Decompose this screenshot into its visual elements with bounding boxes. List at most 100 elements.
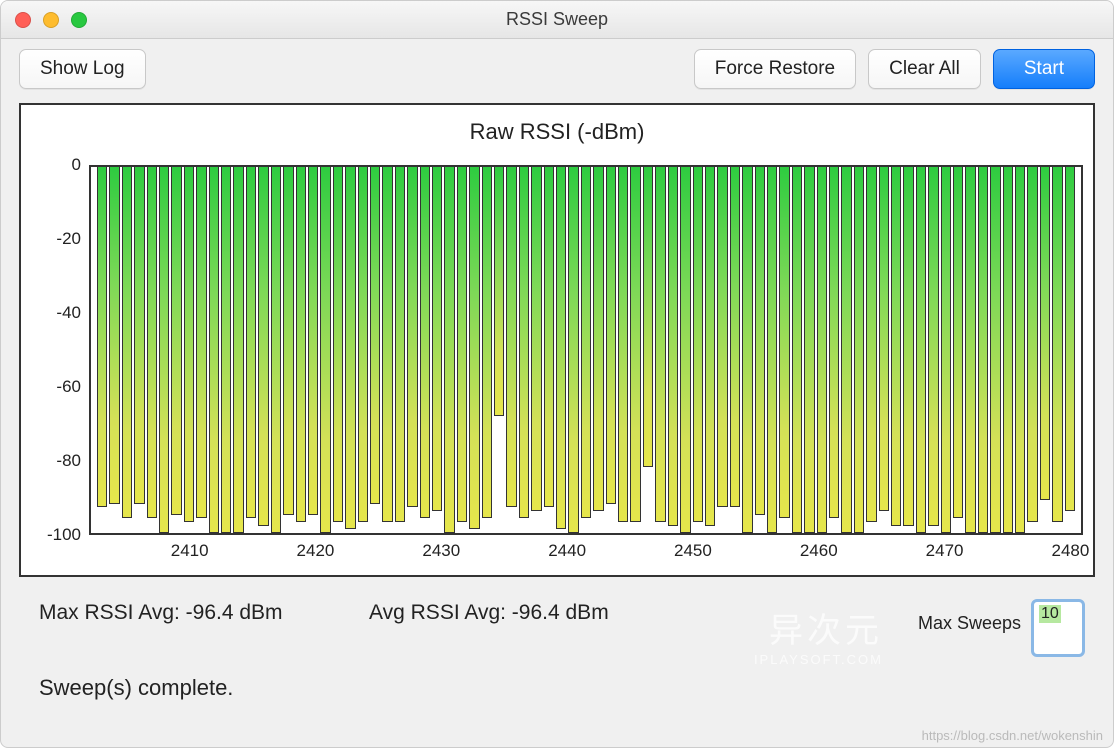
minimize-icon[interactable] [43, 12, 59, 28]
rssi-bar [159, 167, 169, 533]
rssi-bar [792, 167, 802, 533]
source-url: https://blog.csdn.net/wokenshin [922, 728, 1103, 743]
chart-panel: Raw RSSI (-dBm) 0-20-40-60-80-100 241024… [19, 103, 1095, 577]
clear-all-button[interactable]: Clear All [868, 49, 981, 89]
rssi-bar [1015, 167, 1025, 533]
rssi-bar [233, 167, 243, 533]
rssi-bar [891, 167, 901, 526]
rssi-bar [345, 167, 355, 529]
show-log-button[interactable]: Show Log [19, 49, 146, 89]
rssi-bar [209, 167, 219, 533]
y-tick-label: -40 [56, 303, 81, 323]
x-tick-label: 2430 [422, 541, 460, 561]
rssi-bar [358, 167, 368, 522]
rssi-bar [941, 167, 951, 533]
rssi-bar [928, 167, 938, 526]
max-sweeps-label: Max Sweeps [918, 613, 1021, 634]
rssi-bar [606, 167, 616, 504]
y-tick-label: -60 [56, 377, 81, 397]
rssi-bar [630, 167, 640, 522]
rssi-bar [854, 167, 864, 533]
rssi-bar [978, 167, 988, 533]
close-icon[interactable] [15, 12, 31, 28]
rssi-bar [965, 167, 975, 533]
rssi-bar [382, 167, 392, 522]
rssi-bar [841, 167, 851, 533]
traffic-lights [15, 12, 87, 28]
avg-rssi-stat: Avg RSSI Avg: -96.4 dBm [369, 599, 699, 627]
rssi-bar [916, 167, 926, 533]
rssi-bar [519, 167, 529, 518]
rssi-bar [655, 167, 665, 522]
x-axis: 24102420243024402450246024702480 [89, 535, 1083, 571]
rssi-bar [879, 167, 889, 511]
rssi-bar [742, 167, 752, 533]
rssi-bar [147, 167, 157, 518]
rssi-bar [444, 167, 454, 533]
rssi-bar [457, 167, 467, 522]
rssi-bar [693, 167, 703, 522]
y-axis: 0-20-40-60-80-100 [31, 165, 89, 535]
rssi-bar [97, 167, 107, 507]
rssi-bar [1003, 167, 1013, 533]
rssi-bar [122, 167, 132, 518]
rssi-bar [643, 167, 653, 467]
y-tick-label: -20 [56, 229, 81, 249]
app-window: RSSI Sweep Show Log Force Restore Clear … [0, 0, 1114, 748]
rssi-bar [432, 167, 442, 511]
rssi-bar [171, 167, 181, 515]
stats-row: Max RSSI Avg: -96.4 dBm Avg RSSI Avg: -9… [1, 577, 1113, 667]
rssi-bar [717, 167, 727, 507]
rssi-bar [109, 167, 119, 504]
rssi-bar [1040, 167, 1050, 500]
rssi-bar [506, 167, 516, 507]
toolbar: Show Log Force Restore Clear All Start [1, 39, 1113, 103]
rssi-bar [184, 167, 194, 522]
rssi-bar [531, 167, 541, 511]
max-rssi-stat: Max RSSI Avg: -96.4 dBm [39, 599, 369, 627]
rssi-bar [593, 167, 603, 511]
rssi-bar [482, 167, 492, 518]
plot-wrap: 0-20-40-60-80-100 [31, 165, 1083, 535]
y-tick-label: -80 [56, 451, 81, 471]
y-tick-label: -100 [47, 525, 81, 545]
chart-title: Raw RSSI (-dBm) [31, 119, 1083, 145]
rssi-bar [755, 167, 765, 515]
rssi-bar [308, 167, 318, 515]
rssi-bar [1065, 167, 1075, 511]
rssi-bar [407, 167, 417, 507]
rssi-bar [903, 167, 913, 526]
rssi-bar [258, 167, 268, 526]
x-tick-label: 2460 [800, 541, 838, 561]
rssi-bar [134, 167, 144, 504]
rssi-bar [1027, 167, 1037, 522]
rssi-bar [246, 167, 256, 518]
rssi-bar [544, 167, 554, 507]
rssi-bar [370, 167, 380, 504]
window-title: RSSI Sweep [1, 9, 1113, 30]
rssi-bar [730, 167, 740, 507]
rssi-bar [420, 167, 430, 518]
rssi-bar [680, 167, 690, 533]
x-tick-label: 2470 [926, 541, 964, 561]
rssi-bar [618, 167, 628, 522]
plot-area [89, 165, 1083, 535]
y-tick-label: 0 [72, 155, 81, 175]
rssi-bar [705, 167, 715, 526]
rssi-bar [494, 167, 504, 416]
rssi-bar [196, 167, 206, 518]
rssi-bar [817, 167, 827, 533]
rssi-bar [1052, 167, 1062, 522]
rssi-bar [320, 167, 330, 533]
rssi-bar [568, 167, 578, 533]
force-restore-button[interactable]: Force Restore [694, 49, 856, 89]
x-tick-label: 2480 [1051, 541, 1089, 561]
maximize-icon[interactable] [71, 12, 87, 28]
start-button[interactable]: Start [993, 49, 1095, 89]
x-tick-label: 2450 [674, 541, 712, 561]
max-sweeps-input[interactable]: 10 [1031, 599, 1085, 657]
status-text: Sweep(s) complete. [1, 667, 1113, 701]
rssi-bar [283, 167, 293, 515]
max-sweeps-value: 10 [1039, 605, 1061, 623]
rssi-bar [469, 167, 479, 529]
